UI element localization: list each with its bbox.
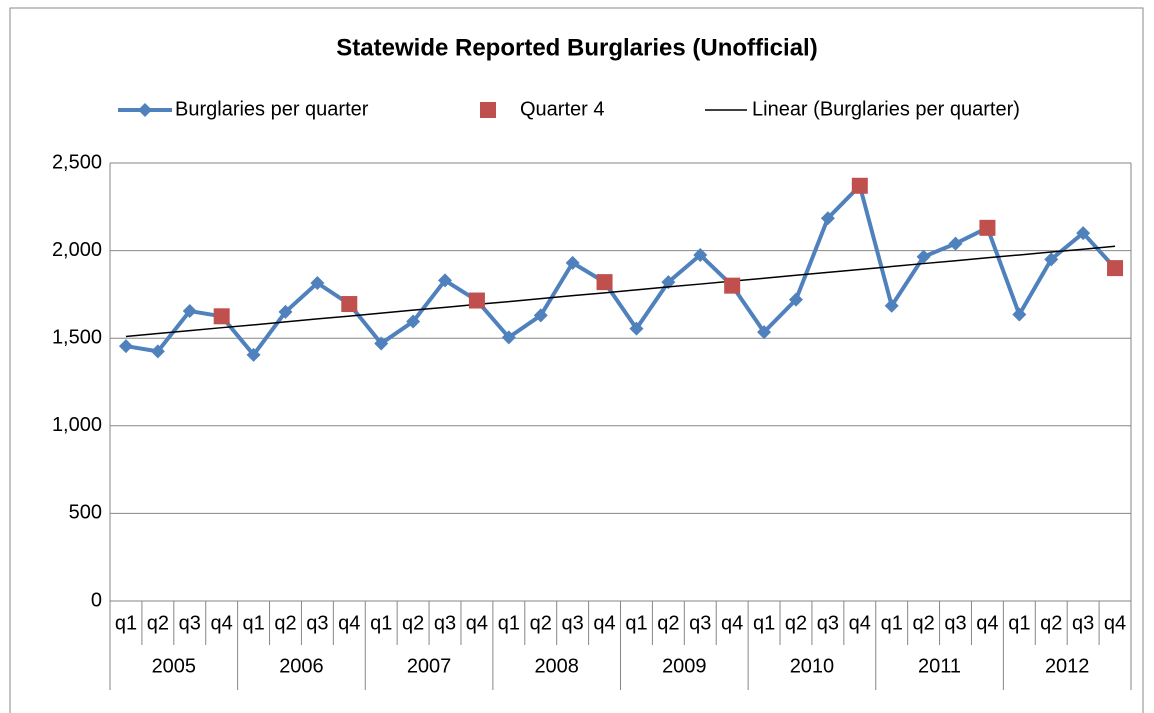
point [468,292,485,309]
point [693,247,708,262]
y-tick-label: 500 [69,502,102,524]
point [246,347,261,362]
point [1012,307,1027,322]
x-group-label: 2006 [279,655,324,677]
x-tick-label: q4 [976,612,998,634]
x-group-label: 2010 [790,655,835,677]
x-tick-label: q2 [785,612,807,634]
x-tick-label: q2 [402,612,424,634]
x-group-label: 2005 [152,655,197,677]
point [533,308,548,323]
x-tick-label: q3 [434,612,456,634]
legend-label: Burglaries per quarter [175,98,369,120]
series-line [125,183,1117,357]
x-tick-label: q4 [593,612,615,634]
point [341,296,358,313]
legend-marker [138,103,152,117]
x-tick-label: q1 [753,612,775,634]
x-tick-label: q3 [817,612,839,634]
x-tick-label: q1 [115,612,137,634]
x-group-label: 2011 [918,655,961,677]
x-group-label: 2007 [407,655,452,677]
chart-frame [9,7,1144,713]
x-tick-label: q4 [849,612,871,634]
x-tick-label: q2 [274,612,296,634]
point [310,276,325,291]
point [501,330,516,345]
legend-label: Quarter 4 [520,98,604,120]
point [948,236,963,251]
y-tick-label: 1,000 [52,414,102,436]
x-group-label: 2009 [662,655,707,677]
point [661,275,676,290]
x-tick-label: q4 [721,612,743,634]
chart-title: Statewide Reported Burglaries (Unofficia… [336,34,817,61]
x-tick-label: q2 [657,612,679,634]
x-tick-label: q4 [211,612,233,634]
x-tick-label: q1 [1008,612,1030,634]
point [438,273,453,288]
legend-marker [480,102,496,118]
point [884,298,899,313]
y-tick-label: 1,500 [52,326,102,348]
x-tick-label: q1 [370,612,392,634]
point [278,304,293,319]
x-tick-label: q4 [1104,612,1126,634]
x-tick-label: q4 [338,612,360,634]
x-tick-label: q1 [881,612,903,634]
point [757,325,772,340]
x-tick-label: q3 [944,612,966,634]
x-tick-label: q1 [625,612,647,634]
point [374,336,389,351]
y-tick-label: 0 [91,589,102,611]
trend-line [125,245,1116,338]
point [118,339,133,354]
x-tick-label: q1 [242,612,264,634]
x-tick-label: q2 [912,612,934,634]
x-group-label: 2012 [1045,655,1090,677]
point [406,314,421,329]
point [979,219,996,236]
x-group-label: 2008 [534,655,579,677]
x-tick-label: q3 [689,612,711,634]
x-tick-label: q2 [530,612,552,634]
point [565,255,580,270]
point [851,177,868,194]
point [150,344,165,359]
point [788,292,803,307]
y-tick-label: 2,500 [52,151,102,173]
x-tick-label: q2 [147,612,169,634]
point [1044,252,1059,267]
x-tick-label: q3 [306,612,328,634]
point [182,304,197,319]
x-tick-label: q3 [562,612,584,634]
x-tick-label: q4 [466,612,488,634]
x-tick-label: q3 [179,612,201,634]
x-tick-label: q1 [498,612,520,634]
point [629,321,644,336]
point [213,308,230,325]
x-tick-label: q3 [1072,612,1094,634]
point [1107,260,1124,277]
y-tick-label: 2,000 [52,239,102,261]
point [916,249,931,264]
point [1076,226,1091,241]
point [820,211,835,226]
point [596,274,613,291]
x-tick-label: q2 [1040,612,1062,634]
point [724,277,741,294]
legend-label: Linear (Burglaries per quarter) [752,98,1020,120]
